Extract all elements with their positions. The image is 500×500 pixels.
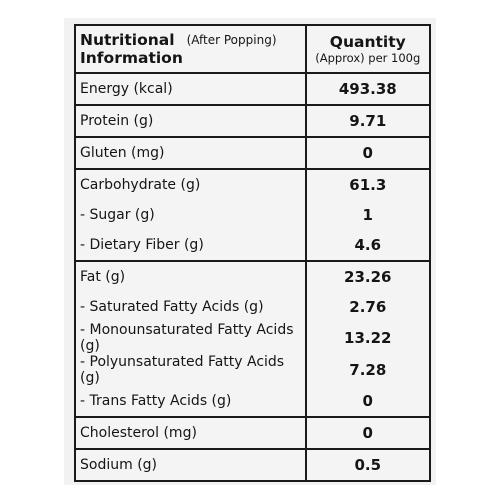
row-value: 7.28: [304, 354, 432, 386]
row-value: 61.3: [304, 169, 432, 200]
table-row: Fat (g) 23.26: [74, 261, 432, 292]
table-row: Gluten (mg) 0: [74, 137, 432, 170]
table-row: - Saturated Fatty Acids (g) 2.76: [74, 292, 432, 322]
row-label: - Dietary Fiber (g): [74, 230, 307, 262]
row-value: 0: [304, 417, 432, 450]
table-row: - Sugar (g) 1: [74, 200, 432, 230]
row-value: 1: [304, 200, 432, 230]
table-row: Carbohydrate (g) 61.3: [74, 169, 432, 200]
header-qty-title: Quantity: [329, 32, 406, 51]
row-value: 0.5: [304, 449, 432, 482]
table-header: Nutritional (After Popping) Information Q…: [74, 24, 432, 74]
header-qty-unit: (Approx) per 100g: [315, 50, 421, 65]
header-title-line2: Information: [80, 49, 183, 67]
row-value: 4.6: [304, 230, 432, 262]
header-title-line1: Nutritional: [80, 31, 175, 49]
table-row: Energy (kcal) 493.38: [74, 73, 432, 106]
row-value: 23.26: [304, 261, 432, 292]
row-label: Cholesterol (mg): [74, 417, 307, 450]
table-row: - Dietary Fiber (g) 4.6: [74, 230, 432, 262]
row-value: 9.71: [304, 105, 432, 138]
row-value: 493.38: [304, 73, 432, 106]
header-name-cell: Nutritional (After Popping) Information: [74, 24, 307, 74]
table-row: - Monounsaturated Fatty Acids (g) 13.22: [74, 322, 432, 354]
table-row: Cholesterol (mg) 0: [74, 417, 432, 450]
row-value: 2.76: [304, 292, 432, 322]
nutrition-table: Nutritional (After Popping) Information Q…: [74, 24, 432, 482]
row-label: Protein (g): [74, 105, 307, 138]
row-label: - Polyunsaturated Fatty Acids (g): [74, 354, 307, 386]
row-label: - Monounsaturated Fatty Acids (g): [74, 322, 307, 354]
row-label: Energy (kcal): [74, 73, 307, 106]
row-label: - Trans Fatty Acids (g): [74, 386, 307, 418]
table-row: - Polyunsaturated Fatty Acids (g) 7.28: [74, 354, 432, 386]
header-qty-cell: Quantity (Approx) per 100g: [304, 24, 432, 74]
row-label: Gluten (mg): [74, 137, 307, 170]
row-label: Carbohydrate (g): [74, 169, 307, 200]
row-label: - Saturated Fatty Acids (g): [74, 292, 307, 322]
row-value: 13.22: [304, 322, 432, 354]
row-label: Fat (g): [74, 261, 307, 292]
row-value: 0: [304, 386, 432, 418]
table-row: - Trans Fatty Acids (g) 0: [74, 386, 432, 418]
row-label: Sodium (g): [74, 449, 307, 482]
table-row: Sodium (g) 0.5: [74, 449, 432, 482]
header-note: (After Popping): [186, 33, 277, 47]
row-value: 0: [304, 137, 432, 170]
row-label: - Sugar (g): [74, 200, 307, 230]
table-row: Protein (g) 9.71: [74, 105, 432, 138]
